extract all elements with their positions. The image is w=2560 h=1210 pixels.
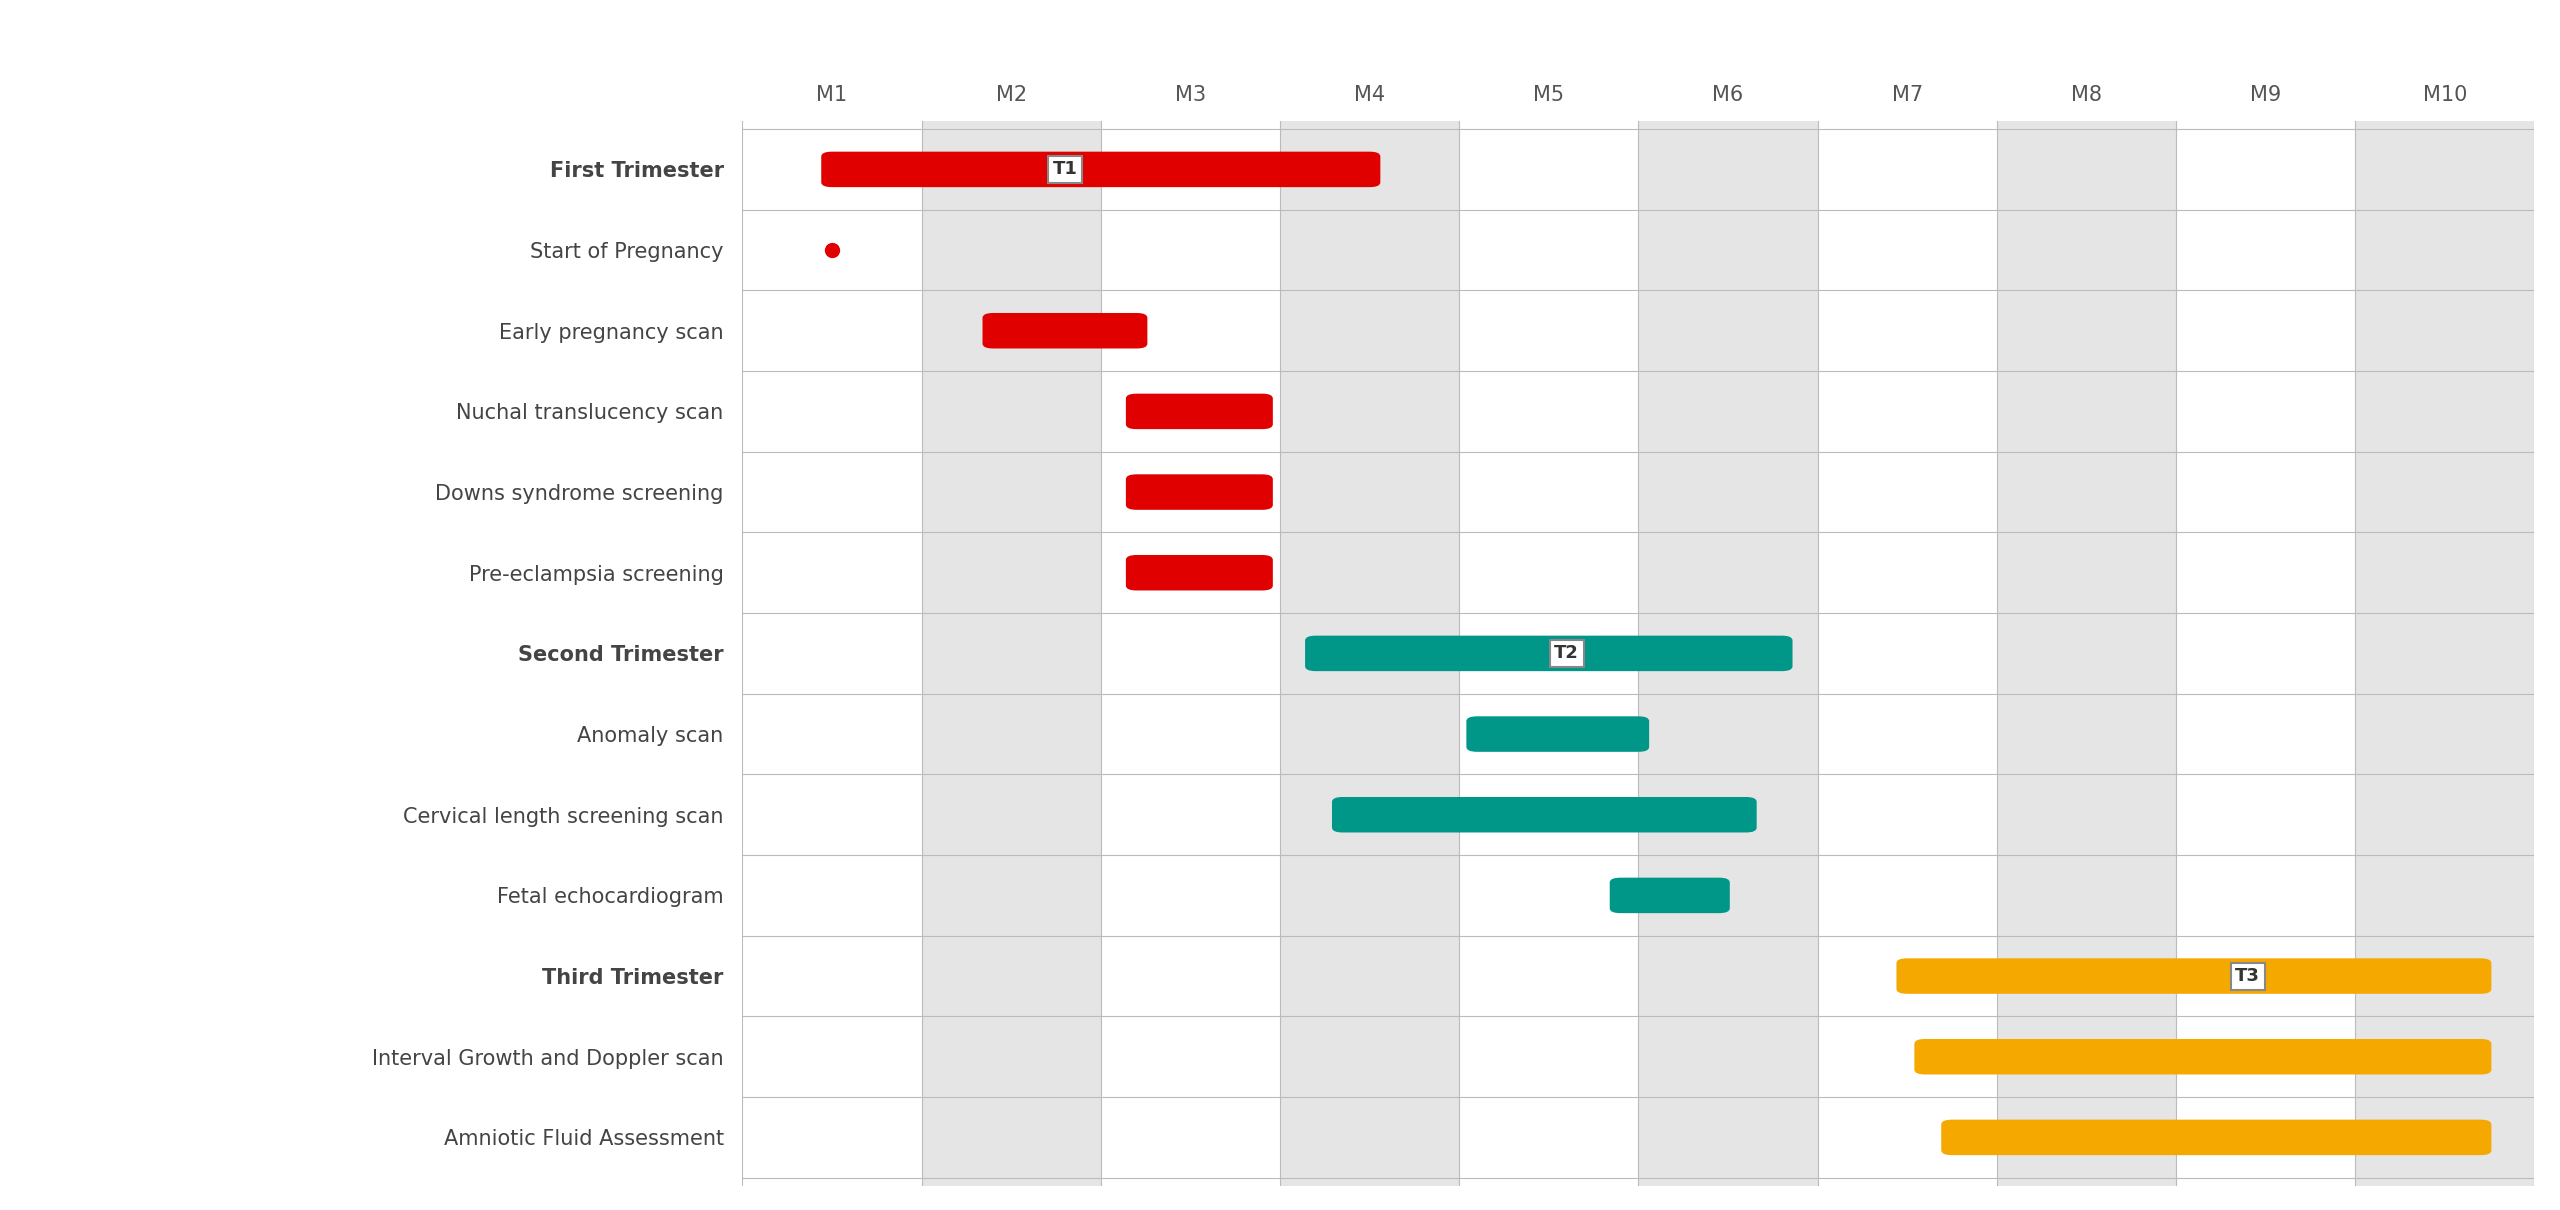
FancyBboxPatch shape <box>1126 555 1272 590</box>
FancyBboxPatch shape <box>1610 877 1731 914</box>
Text: T1: T1 <box>1052 161 1078 178</box>
FancyBboxPatch shape <box>1331 797 1756 832</box>
Bar <box>2355 121 2534 1186</box>
FancyBboxPatch shape <box>1897 958 2491 993</box>
FancyBboxPatch shape <box>1126 474 1272 509</box>
Text: T3: T3 <box>2235 967 2260 985</box>
FancyBboxPatch shape <box>1126 393 1272 430</box>
Bar <box>1280 121 1459 1186</box>
Text: T2: T2 <box>1554 645 1580 662</box>
FancyBboxPatch shape <box>1467 716 1649 751</box>
Bar <box>1638 121 1818 1186</box>
FancyBboxPatch shape <box>822 151 1380 188</box>
FancyBboxPatch shape <box>1915 1039 2491 1074</box>
FancyBboxPatch shape <box>983 313 1147 348</box>
Bar <box>1997 121 2176 1186</box>
Bar <box>922 121 1101 1186</box>
FancyBboxPatch shape <box>1306 635 1792 672</box>
Point <box>812 241 852 260</box>
FancyBboxPatch shape <box>1940 1119 2491 1156</box>
